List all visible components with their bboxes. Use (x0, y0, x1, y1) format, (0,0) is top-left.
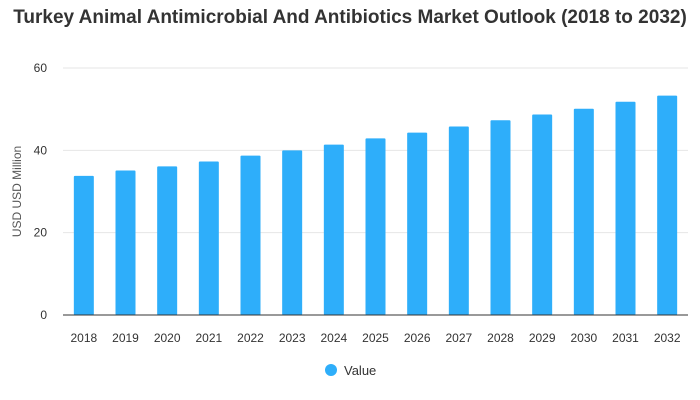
x-tick-label-2021: 2021 (195, 331, 222, 345)
bar-2018[interactable] (73, 175, 94, 315)
x-tick-label-2020: 2020 (154, 331, 181, 345)
x-tick-label-2029: 2029 (529, 331, 556, 345)
legend[interactable]: Value (325, 363, 376, 378)
y-axis-title: USD USD Million (10, 146, 24, 237)
bar-2032[interactable] (657, 95, 678, 315)
bar-2019[interactable] (115, 170, 136, 315)
bar-2026[interactable] (407, 132, 428, 315)
bar-2024[interactable] (323, 144, 344, 315)
x-tick-label-2027: 2027 (445, 331, 472, 345)
chart-title: Turkey Animal Antimicrobial And Antibiot… (13, 7, 687, 28)
bar-2021[interactable] (198, 161, 219, 315)
bar-2027[interactable] (448, 126, 469, 315)
y-tick-label-0: 0 (40, 308, 47, 322)
x-tick-label-2030: 2030 (570, 331, 597, 345)
x-tick-label-2032: 2032 (654, 331, 681, 345)
x-tick-label-2025: 2025 (362, 331, 389, 345)
x-tick-label-2022: 2022 (237, 331, 264, 345)
bar-2028[interactable] (490, 120, 511, 315)
x-tick-label-2023: 2023 (279, 331, 306, 345)
x-tick-label-2018: 2018 (70, 331, 97, 345)
bar-2031[interactable] (615, 101, 636, 315)
bar-2023[interactable] (282, 150, 303, 315)
y-tick-label-60: 60 (34, 61, 48, 75)
x-tick-label-2028: 2028 (487, 331, 514, 345)
x-axis-ticks: 2018 2019 2020 2021 2022 2023 2024 2025 2026 2027… (70, 331, 680, 345)
y-tick-label-40: 40 (34, 143, 48, 157)
x-tick-label-2019: 2019 (112, 331, 139, 345)
y-tick-label-20: 20 (34, 226, 48, 240)
bar-2020[interactable] (157, 166, 178, 315)
bars (73, 95, 678, 315)
x-tick-label-2024: 2024 (320, 331, 347, 345)
bar-2022[interactable] (240, 155, 261, 315)
y-axis-ticks: 0 20 40 60 (34, 61, 48, 322)
bar-2030[interactable] (573, 108, 594, 315)
legend-label-value: Value (344, 363, 376, 378)
x-tick-label-2031: 2031 (612, 331, 639, 345)
legend-swatch-value (325, 364, 337, 376)
x-tick-label-2026: 2026 (404, 331, 431, 345)
bar-2029[interactable] (532, 114, 553, 315)
bar-2025[interactable] (365, 138, 386, 315)
